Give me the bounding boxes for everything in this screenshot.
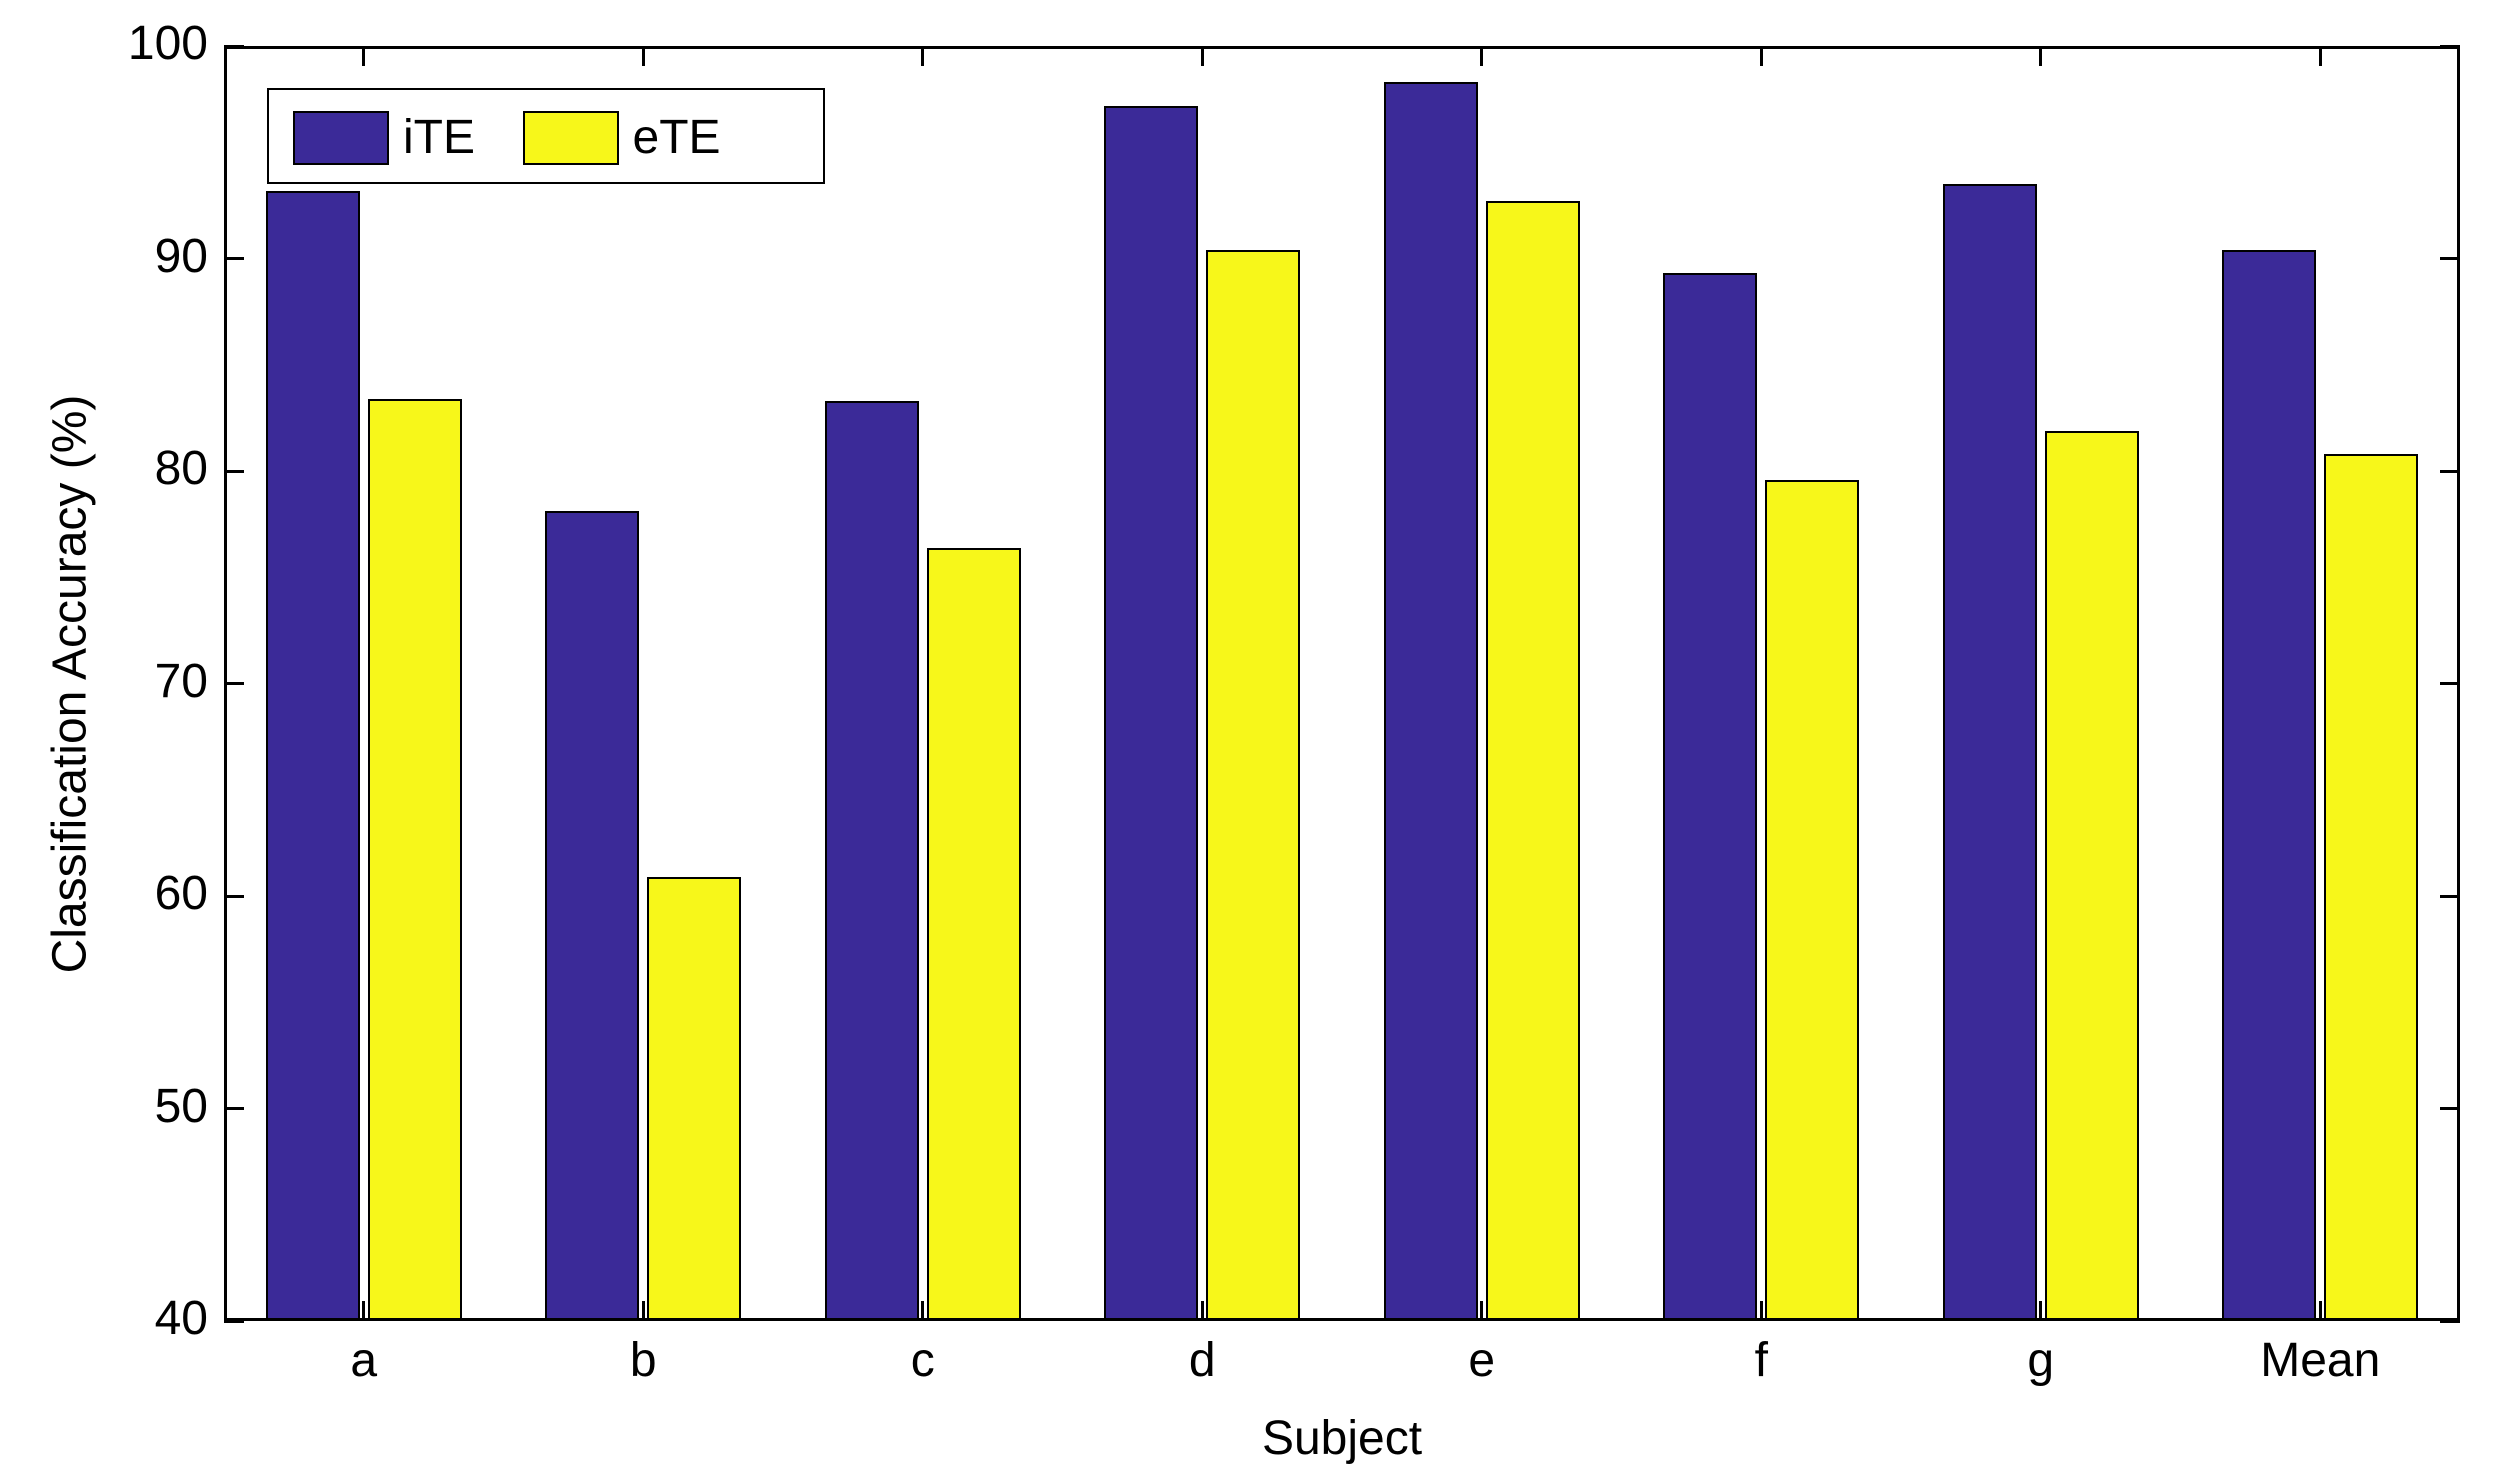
x-axis-label: Subject bbox=[1142, 1411, 1542, 1466]
bar-ete-d bbox=[1206, 250, 1300, 1321]
axis-box-edge bbox=[224, 46, 2460, 49]
bar-ete-a bbox=[368, 399, 462, 1321]
x-tick-label: b bbox=[523, 1333, 763, 1388]
y-tick bbox=[224, 45, 244, 48]
y-tick bbox=[2440, 45, 2460, 48]
x-tick bbox=[642, 46, 645, 66]
y-tick-label: 100 bbox=[128, 16, 208, 71]
x-tick bbox=[1480, 46, 1483, 66]
bar-ete-b bbox=[647, 877, 741, 1321]
y-tick-label: 40 bbox=[155, 1291, 208, 1346]
bar-ete-e bbox=[1486, 201, 1580, 1321]
bar-ite-d bbox=[1104, 106, 1198, 1322]
bar-ite-e bbox=[1384, 82, 1478, 1321]
legend-swatch-ite bbox=[293, 111, 389, 165]
x-tick bbox=[921, 46, 924, 66]
bar-ite-b bbox=[545, 511, 639, 1321]
y-tick bbox=[224, 470, 244, 473]
legend: iTE eTE bbox=[267, 88, 825, 184]
legend-label-ite: iTE bbox=[403, 110, 475, 165]
bar-ite-f bbox=[1663, 273, 1757, 1321]
y-tick bbox=[2440, 257, 2460, 260]
bar-ete-f bbox=[1765, 480, 1859, 1322]
bar-ite-mean bbox=[2222, 250, 2316, 1321]
x-tick bbox=[362, 46, 365, 66]
x-tick-label: c bbox=[803, 1333, 1043, 1388]
y-tick bbox=[2440, 682, 2460, 685]
y-tick-label: 50 bbox=[155, 1079, 208, 1134]
y-tick bbox=[224, 1107, 244, 1110]
y-tick bbox=[224, 895, 244, 898]
bar-ite-g bbox=[1943, 184, 2037, 1321]
x-tick-label: g bbox=[1921, 1333, 2161, 1388]
y-tick-label: 60 bbox=[155, 866, 208, 921]
bar-ite-a bbox=[266, 191, 360, 1322]
y-tick bbox=[2440, 470, 2460, 473]
bar-ite-c bbox=[825, 401, 919, 1321]
x-tick bbox=[1760, 46, 1763, 66]
bar-ete-g bbox=[2045, 431, 2139, 1321]
x-tick bbox=[1201, 46, 1204, 66]
x-tick-label: d bbox=[1082, 1333, 1322, 1388]
legend-swatch-ete bbox=[523, 111, 619, 165]
x-tick-label: e bbox=[1362, 1333, 1602, 1388]
y-tick bbox=[224, 257, 244, 260]
y-tick-label: 90 bbox=[155, 229, 208, 284]
x-tick-label: a bbox=[244, 1333, 484, 1388]
bar-ete-c bbox=[927, 548, 1021, 1322]
y-axis-label: Classification Accuracy (%) bbox=[43, 46, 98, 1321]
x-tick bbox=[2319, 46, 2322, 66]
legend-label-ete: eTE bbox=[633, 110, 721, 165]
bar-ete-mean bbox=[2324, 454, 2418, 1321]
figure: Classification Accuracy (%) Subject iTE … bbox=[0, 0, 2497, 1479]
y-tick-label: 70 bbox=[155, 654, 208, 709]
x-tick-label: f bbox=[1641, 1333, 1881, 1388]
x-tick bbox=[2039, 46, 2042, 66]
x-tick-label: Mean bbox=[2200, 1333, 2440, 1388]
y-tick-label: 80 bbox=[155, 441, 208, 496]
y-tick bbox=[224, 682, 244, 685]
axis-box-edge bbox=[224, 1318, 2460, 1321]
y-tick bbox=[2440, 1107, 2460, 1110]
y-tick bbox=[2440, 895, 2460, 898]
